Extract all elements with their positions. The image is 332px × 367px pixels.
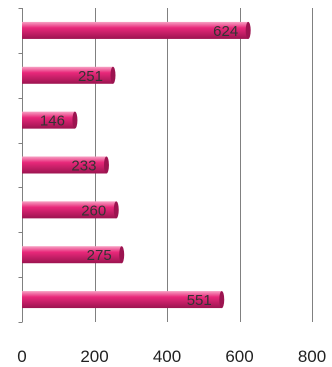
data-label-2: 146 (40, 113, 65, 130)
data-label-3: 233 (71, 158, 96, 175)
x-tick-label-400: 400 (153, 347, 181, 366)
bar-end-cap-4 (113, 201, 119, 219)
data-label-6: 551 (187, 292, 212, 309)
data-label-5: 275 (87, 247, 112, 264)
bar-5 (22, 246, 122, 264)
data-labels: 624 251 146 233 260 275 551 (40, 23, 238, 309)
bar-end-cap-5 (119, 246, 125, 264)
data-label-4: 260 (81, 202, 106, 219)
gridlines (95, 8, 313, 322)
x-tick-label-600: 600 (225, 347, 253, 366)
x-tick-label-0: 0 (17, 347, 26, 366)
bar-3 (22, 156, 107, 174)
bar-4 (22, 201, 117, 219)
bar-6 (22, 291, 222, 309)
bar-end-cap-2 (72, 111, 78, 129)
y-axis (18, 8, 23, 323)
bars (22, 21, 251, 309)
bar-1 (22, 66, 113, 84)
x-tick-label-800: 800 (298, 347, 326, 366)
bar-end-cap-6 (219, 291, 225, 309)
x-axis-tick-labels: 0 200 400 600 800 (17, 347, 326, 366)
bar-2 (22, 111, 75, 129)
bar-end-cap-3 (103, 156, 109, 174)
bar-end-cap-0 (245, 21, 251, 39)
bar-0 (22, 21, 249, 39)
bar-end-cap-1 (110, 66, 116, 84)
data-label-1: 251 (78, 68, 103, 85)
x-tick-label-200: 200 (80, 347, 108, 366)
data-label-0: 624 (213, 23, 238, 40)
